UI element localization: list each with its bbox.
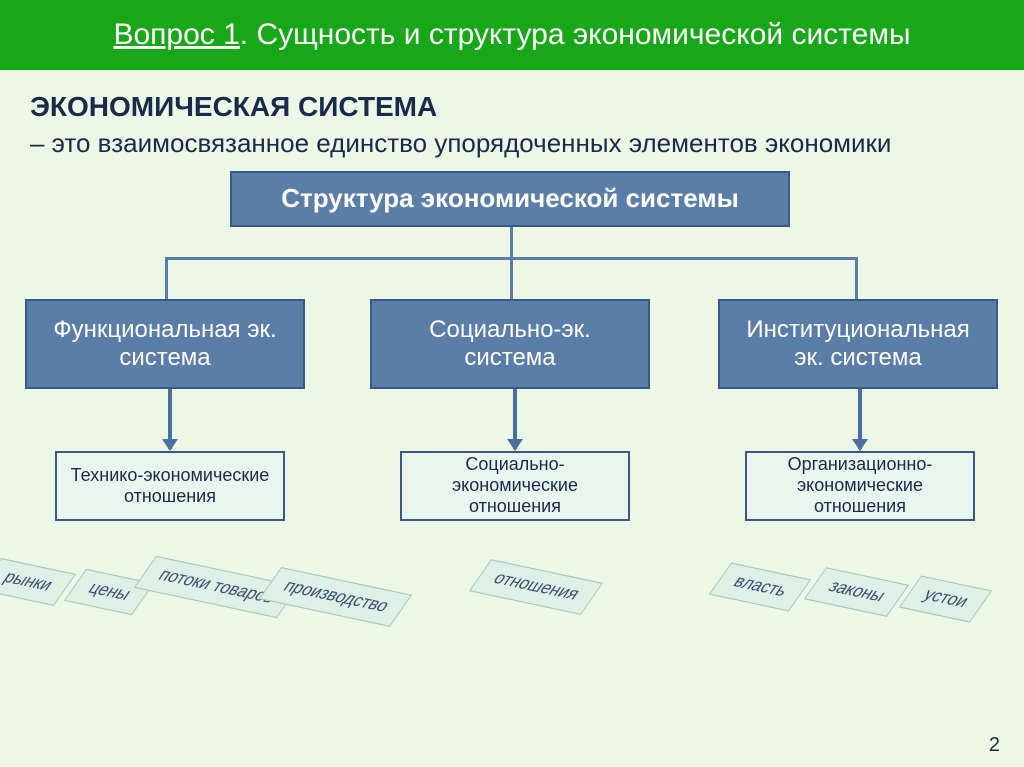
definition: – это взаимосвязанное единство упорядоче… [30,126,994,161]
connector [165,257,168,299]
leaf-node: Социально-экономические отношения [400,451,630,521]
tag-item: устои [899,575,992,622]
root-node: Структура экономической системы [230,171,790,227]
tag-item: законы [804,567,909,617]
hierarchy-diagram: Структура экономической системы Функцион… [0,171,1024,711]
connector [510,227,513,257]
tag-item: власть [709,562,811,611]
slide-header: Вопрос 1. Сущность и структура экономиче… [0,0,1024,70]
arrow-icon [858,389,862,449]
arrow-icon [168,389,172,449]
child-node: Социально-эк. система [370,299,650,389]
term: ЭКОНОМИЧЕСКАЯ СИСТЕМА [30,88,994,126]
slide-title: . Сущность и структура экономической сис… [240,18,911,51]
tag-item: отношения [469,559,603,615]
tag-item: производство [259,567,413,627]
child-node: Институциональная эк. система [718,299,998,389]
leaf-node: Организационно-экономические отношения [745,451,975,521]
arrow-icon [513,389,517,449]
definition-block: ЭКОНОМИЧЕСКАЯ СИСТЕМА – это взаимосвязан… [0,70,1024,171]
child-node: Функциональная эк. система [25,299,305,389]
connector [510,257,513,299]
leaf-node: Технико-экономические отношения [55,451,285,521]
connector [855,257,858,299]
page-number: 2 [989,734,1000,757]
question-label: Вопрос 1 [113,18,239,51]
